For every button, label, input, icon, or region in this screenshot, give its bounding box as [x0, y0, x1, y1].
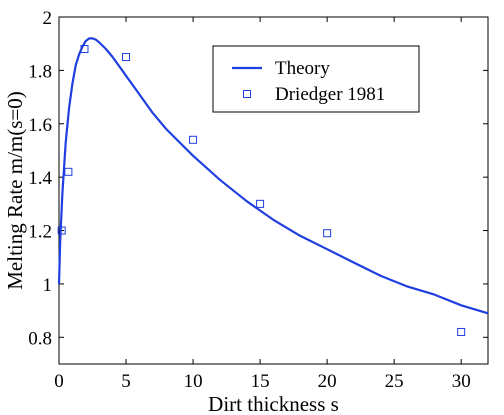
- x-tick-label: 10: [184, 371, 203, 392]
- x-tick-label: 5: [121, 371, 131, 392]
- data-point-square: [189, 135, 198, 144]
- y-tick-label: 1.8: [28, 61, 52, 82]
- y-axis-label: Melting Rate m/m(s=0): [3, 91, 27, 290]
- x-tick-label: 15: [251, 371, 270, 392]
- x-tick-label: 0: [54, 371, 64, 392]
- data-point-square: [323, 229, 332, 238]
- data-point-square: [457, 327, 466, 336]
- y-tick-label: 1: [43, 275, 53, 296]
- data-point-square: [57, 226, 66, 235]
- x-tick-label: 25: [385, 371, 404, 392]
- y-tick-label: 2: [43, 8, 53, 29]
- x-tick-label: 30: [452, 371, 471, 392]
- x-axis-label: Dirt thickness s: [208, 392, 339, 415]
- y-tick-label: 1.2: [28, 222, 52, 243]
- y-tick-label: 1.4: [28, 168, 52, 189]
- plot-frame: [58, 16, 489, 365]
- y-tick-label: 0.8: [28, 328, 52, 349]
- theory-curve: [57, 37, 489, 315]
- axis-labels-group: Dirt thickness s Melting Rate m/m(s=0): [3, 91, 339, 415]
- legend-label-driedger: Driedger 1981: [275, 84, 385, 105]
- data-point-square: [122, 53, 131, 62]
- ticks-group: 0 5 10 15 20 25 30 0.8 1 1.2 1.4 1.6 1.8 2: [28, 8, 488, 392]
- legend-box: [212, 45, 420, 113]
- y-tick-label: 1.6: [28, 115, 52, 136]
- data-point-square: [80, 45, 89, 54]
- series-group: [57, 37, 489, 336]
- axes-group: [58, 16, 489, 365]
- data-point-square: [64, 167, 73, 176]
- data-point-square: [256, 199, 265, 208]
- legend-square-swatch: [243, 90, 251, 98]
- x-tick-label: 20: [318, 371, 337, 392]
- legend-label-theory: Theory: [275, 58, 330, 79]
- legend: Theory Driedger 1981: [212, 45, 420, 113]
